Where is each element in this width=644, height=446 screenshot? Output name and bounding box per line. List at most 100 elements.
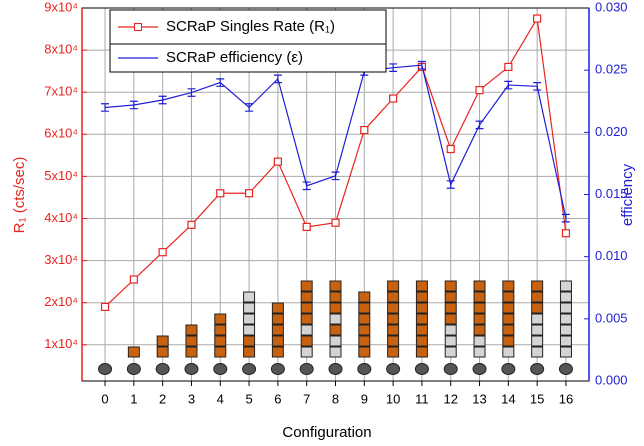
error-bar — [101, 103, 110, 112]
point-marker — [446, 144, 455, 154]
detector-icon — [501, 363, 516, 375]
error-bar — [187, 88, 196, 97]
target-block — [415, 302, 428, 314]
target-block — [358, 346, 371, 358]
x-tick-label: 11 — [415, 391, 429, 406]
x-tick-label: 5 — [245, 391, 252, 406]
target-block — [531, 335, 544, 347]
target-block — [531, 324, 544, 336]
x-tick-label: 2 — [159, 391, 166, 406]
point-marker — [302, 222, 311, 232]
target-block — [415, 346, 428, 358]
detector-icon — [184, 363, 199, 375]
target-block — [415, 324, 428, 336]
target-block — [387, 313, 400, 325]
detector-icon — [126, 363, 141, 375]
detector-icon — [270, 363, 285, 375]
detector-icon — [155, 363, 170, 375]
x-tick-label: 15 — [530, 391, 544, 406]
y-tick-label: 5x10⁴ — [44, 168, 78, 183]
detector-icon — [443, 363, 458, 375]
detector-icon — [414, 363, 429, 375]
target-block — [329, 280, 342, 292]
target-block — [444, 291, 457, 303]
detector-icon — [299, 363, 314, 375]
point-marker — [187, 220, 196, 229]
y2-tick-label: 0.005 — [595, 310, 628, 325]
target-block — [415, 313, 428, 325]
target-block — [358, 313, 371, 325]
configuration-icons — [98, 280, 573, 375]
target-block — [387, 346, 400, 358]
error-bar — [302, 181, 311, 191]
target-block — [531, 313, 544, 325]
target-block — [300, 280, 313, 292]
error-bar — [158, 95, 167, 105]
target-block — [271, 313, 284, 325]
target-block — [473, 302, 486, 314]
target-block — [473, 313, 486, 325]
target-block — [502, 291, 515, 303]
x-tick-label: 16 — [559, 391, 573, 406]
x-tick-label: 9 — [361, 391, 368, 406]
target-block — [415, 335, 428, 347]
target-block — [300, 324, 313, 336]
target-block — [329, 324, 342, 336]
y-tick-label: 9x10⁴ — [44, 0, 78, 14]
target-block — [358, 291, 371, 303]
target-block — [502, 324, 515, 336]
target-block — [473, 280, 486, 292]
y-tick-label: 3x10⁴ — [44, 252, 78, 267]
target-block — [559, 302, 572, 314]
target-block — [185, 346, 198, 358]
error-bar — [129, 100, 138, 110]
point-marker — [158, 248, 167, 257]
point-marker — [331, 218, 340, 227]
x-tick-label: 6 — [274, 391, 281, 406]
target-block — [243, 346, 256, 358]
detector-icon — [98, 363, 113, 375]
target-block — [243, 335, 256, 347]
error-bar — [475, 120, 484, 130]
target-block — [156, 346, 169, 358]
target-block — [559, 324, 572, 336]
error-bar — [561, 213, 570, 223]
target-block — [387, 302, 400, 314]
y2-tick-label: 0.020 — [595, 124, 628, 139]
target-block — [271, 324, 284, 336]
legend-label: SCRaP efficiency (ε) — [166, 49, 303, 66]
x-tick-label: 14 — [501, 391, 515, 406]
detector-icon — [242, 363, 257, 375]
y-tick-label: 7x10⁴ — [44, 84, 78, 99]
target-block — [329, 335, 342, 347]
target-block — [473, 324, 486, 336]
error-bar — [245, 103, 254, 112]
target-block — [502, 313, 515, 325]
target-block — [243, 302, 256, 314]
x-tick-label: 8 — [332, 391, 339, 406]
y-axis-label: R₁ (cts/sec) — [11, 157, 28, 234]
target-block — [271, 346, 284, 358]
target-block — [329, 346, 342, 358]
target-block — [271, 335, 284, 347]
target-block — [502, 346, 515, 358]
target-block — [502, 280, 515, 292]
target-block — [127, 346, 140, 358]
error-bar — [331, 171, 340, 181]
target-block — [502, 335, 515, 347]
target-block — [559, 280, 572, 292]
target-block — [329, 313, 342, 325]
target-block — [531, 280, 544, 292]
target-block — [473, 346, 486, 358]
y-tick-label: 2x10⁴ — [44, 294, 78, 309]
target-block — [300, 313, 313, 325]
target-block — [329, 302, 342, 314]
target-block — [473, 335, 486, 347]
error-bar — [533, 82, 542, 91]
detector-icon — [328, 363, 343, 375]
error-bar — [504, 80, 513, 90]
target-block — [358, 302, 371, 314]
y2-axis-label: efficiency — [619, 163, 636, 226]
target-block — [214, 313, 227, 325]
